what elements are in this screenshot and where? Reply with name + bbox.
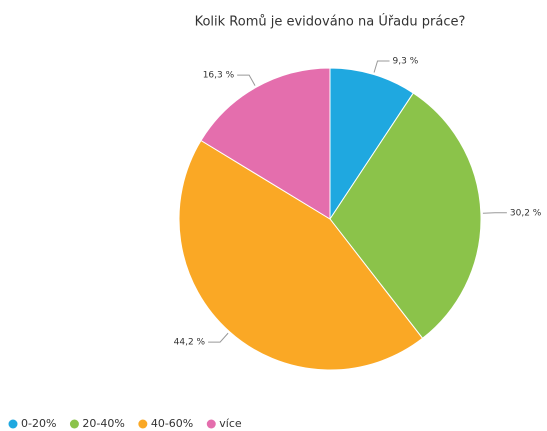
pie-slice [200,67,331,220]
leader-line [208,332,229,343]
leader-line [373,60,390,73]
legend-label: více [219,417,242,430]
leader-line [237,74,256,86]
legend-marker [206,419,216,429]
data-label: 30,2 % [510,208,542,218]
pie-slice [178,139,424,371]
pie-slice [329,92,482,340]
data-label: 9,3 % [393,56,419,66]
legend-label: 40-60% [151,417,193,430]
legend-marker [138,419,148,429]
chart-title: Kolik Romů je evidováno na Úřadu práce? [195,14,466,30]
pie-slice [329,67,414,221]
legend-label: 20-40% [82,417,124,430]
data-label: 16,3 % [203,71,235,81]
legend-label: 0-20% [21,417,56,430]
legend-marker [8,419,18,429]
legend-marker [69,419,79,429]
data-label: 44,2 % [174,338,206,348]
